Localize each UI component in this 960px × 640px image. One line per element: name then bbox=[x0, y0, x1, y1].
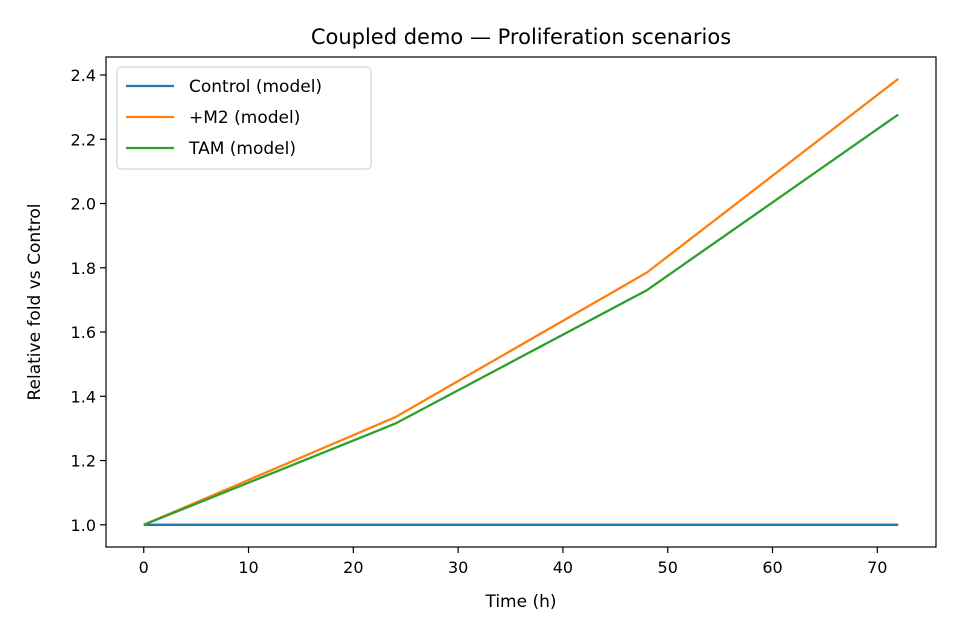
y-tick-label: 1.4 bbox=[71, 387, 96, 406]
y-axis-label: Relative fold vs Control bbox=[25, 203, 45, 400]
x-tick-label: 40 bbox=[553, 558, 573, 577]
x-axis: 0 10 20 30 40 50 60 70 bbox=[139, 547, 887, 577]
x-tick-label: 30 bbox=[448, 558, 468, 577]
chart-title: Coupled demo — Proliferation scenarios bbox=[311, 25, 731, 49]
y-tick-label: 2.0 bbox=[71, 195, 96, 214]
legend-label: +M2 (model) bbox=[189, 108, 300, 128]
series-lines bbox=[143, 77, 899, 526]
series-line bbox=[143, 113, 899, 526]
y-tick-label: 2.4 bbox=[71, 66, 96, 85]
x-axis-label: Time (h) bbox=[484, 592, 556, 612]
y-tick-label: 1.0 bbox=[71, 516, 96, 535]
x-tick-label: 70 bbox=[867, 558, 887, 577]
x-tick-label: 20 bbox=[343, 558, 363, 577]
legend-label: Control (model) bbox=[189, 77, 322, 97]
y-tick-label: 1.2 bbox=[71, 452, 96, 471]
x-tick-label: 0 bbox=[139, 558, 149, 577]
x-tick-label: 50 bbox=[658, 558, 678, 577]
plot-frame bbox=[105, 56, 937, 548]
series-line bbox=[143, 77, 899, 526]
y-tick-label: 2.2 bbox=[71, 130, 96, 149]
x-tick-label: 10 bbox=[238, 558, 258, 577]
y-axis: 1.0 1.2 1.4 1.6 1.8 2.0 2.2 2.4 bbox=[71, 66, 106, 535]
legend-box bbox=[116, 66, 372, 170]
y-tick-label: 1.6 bbox=[71, 323, 96, 342]
y-tick-label: 1.8 bbox=[71, 259, 96, 278]
x-tick-label: 60 bbox=[762, 558, 782, 577]
legend-label: TAM (model) bbox=[188, 139, 296, 159]
legend: Control (model) +M2 (model) TAM (model) bbox=[116, 66, 372, 170]
